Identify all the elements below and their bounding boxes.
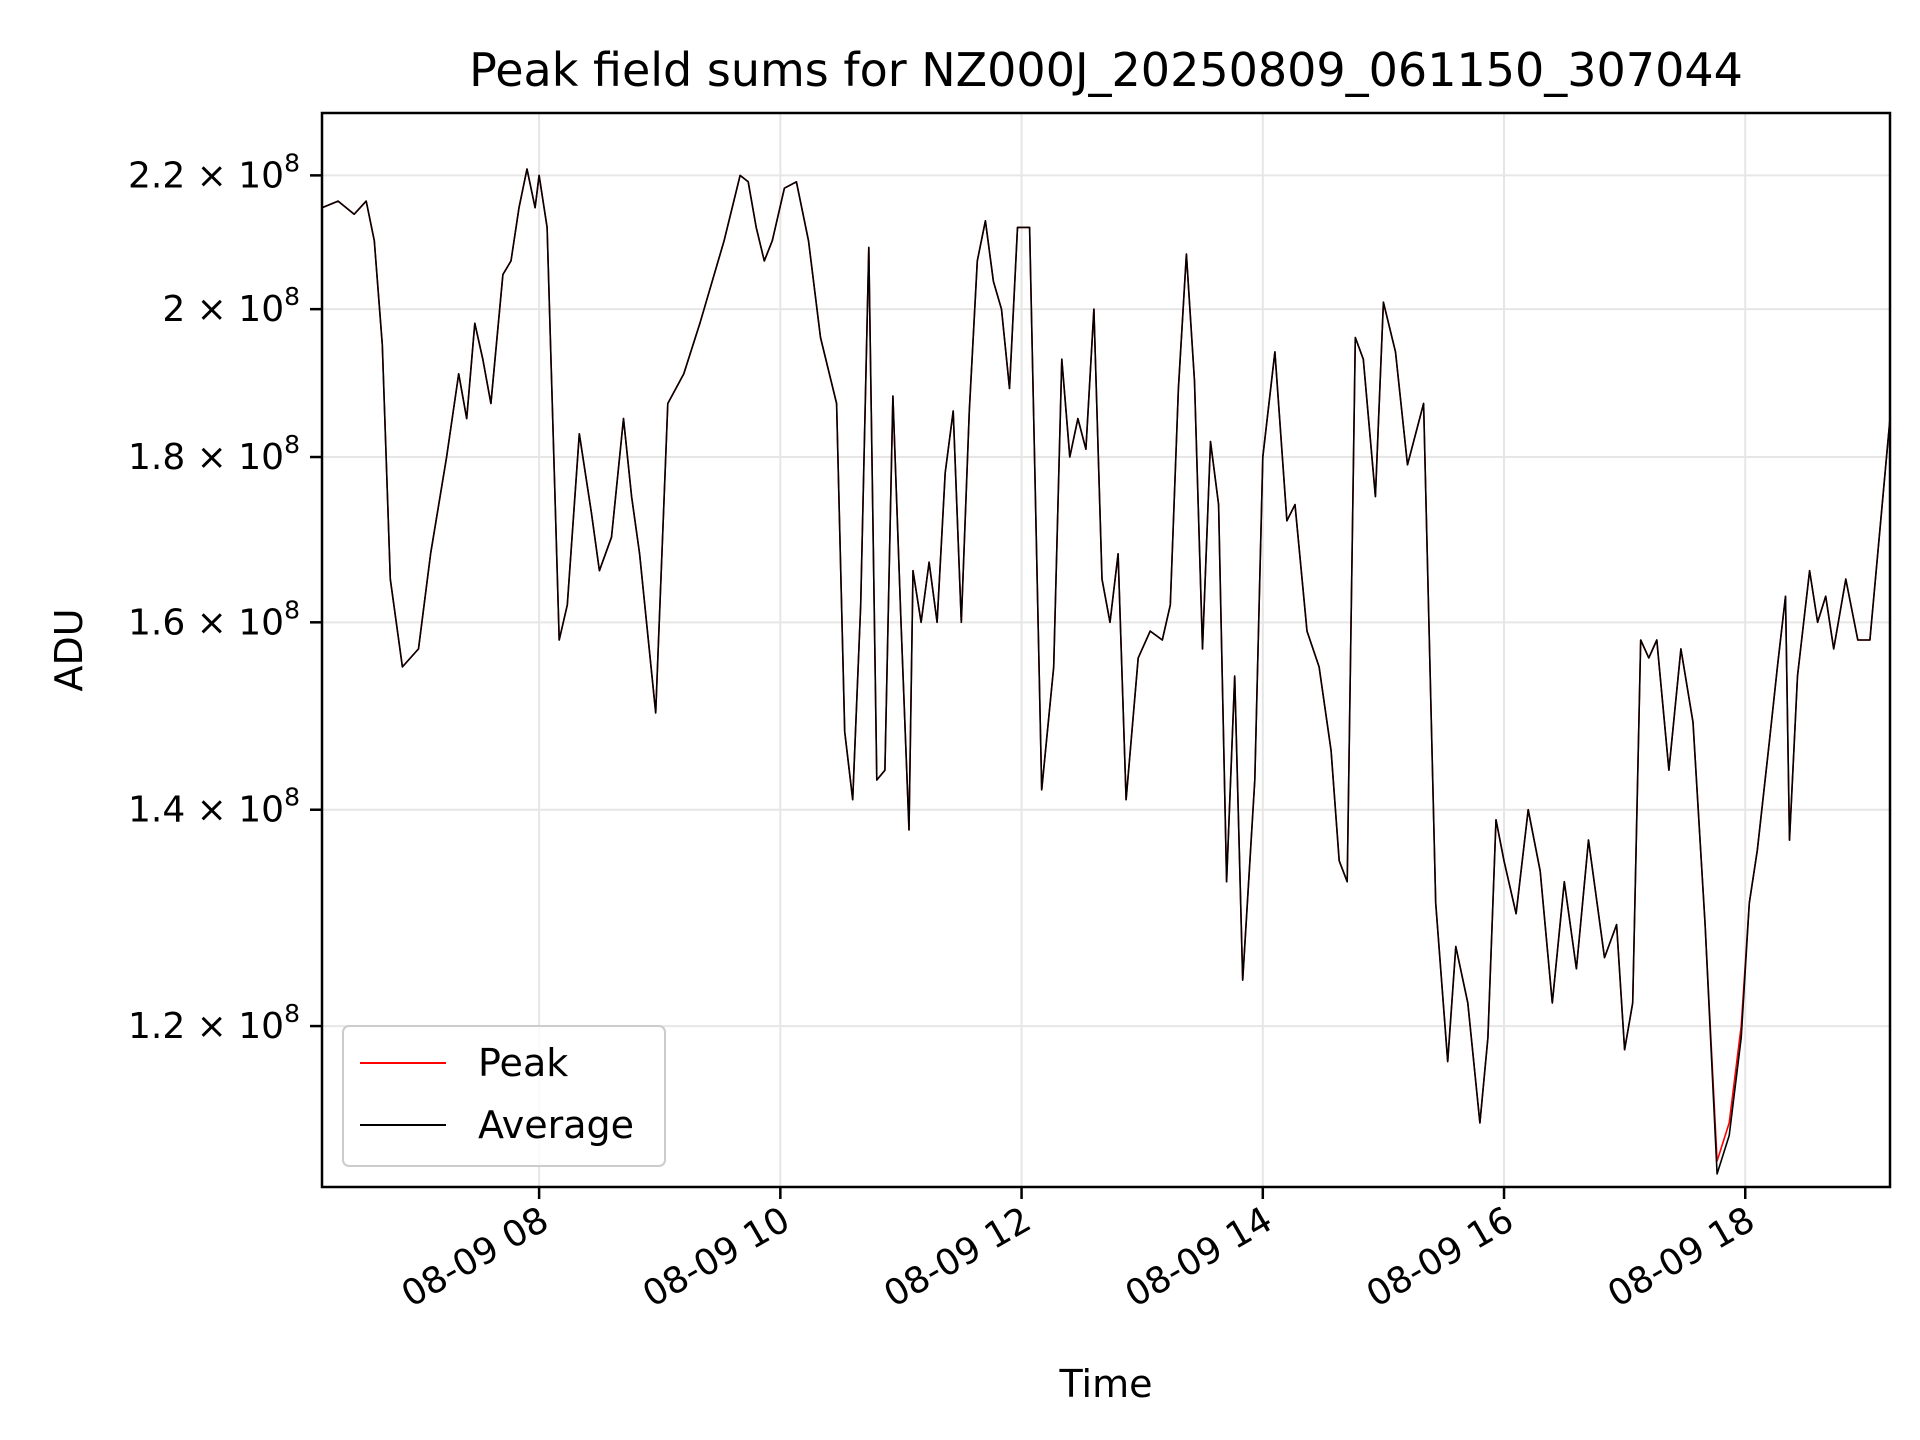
y-tick-label: 1.4 × 108 (128, 783, 300, 831)
y-tick-mantissa: 1.4 × 10 (128, 790, 284, 831)
plot-frame (320, 111, 1892, 1189)
chart-title: Peak field sums for NZ000J_20250809_0611… (469, 43, 1743, 97)
legend-label-average: Average (478, 1103, 634, 1147)
y-axis-label: ADU (47, 608, 91, 691)
y-tick-label: 2 × 108 (162, 282, 300, 330)
y-tick-label: 1.6 × 108 (128, 595, 300, 643)
y-tick-exponent: 8 (284, 282, 300, 311)
y-tick-exponent: 8 (284, 783, 300, 812)
y-tick-exponent: 8 (284, 999, 300, 1028)
y-tick-label: 1.8 × 108 (128, 430, 300, 478)
y-tick-label: 2.2 × 108 (128, 148, 300, 196)
y-tick-mantissa: 1.2 × 10 (128, 1006, 284, 1047)
y-tick-exponent: 8 (284, 430, 300, 459)
legend: Peak Average (342, 1025, 666, 1167)
y-tick-mantissa: 1.6 × 10 (128, 602, 284, 643)
x-axis-label: Time (1059, 1362, 1153, 1406)
series-lines (321, 168, 1891, 1175)
y-tick-mantissa: 2 × 10 (162, 289, 284, 330)
y-tick-exponent: 8 (284, 148, 300, 177)
legend-label-peak: Peak (478, 1041, 568, 1085)
y-tick-mantissa: 2.2 × 10 (128, 155, 284, 196)
y-tick-label: 1.2 × 108 (128, 999, 300, 1047)
series-line-average (321, 168, 1891, 1175)
y-tick-mantissa: 1.8 × 10 (128, 437, 284, 478)
legend-box (342, 1025, 666, 1167)
y-tick-exponent: 8 (284, 595, 300, 624)
